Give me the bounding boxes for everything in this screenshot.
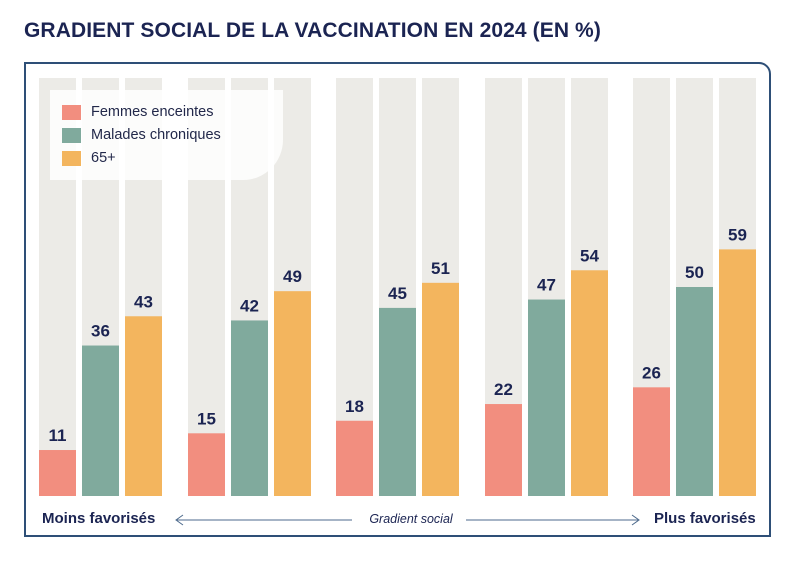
bar-1-2 <box>379 307 416 496</box>
chart-title: GRADIENT SOCIAL DE LA VACCINATION EN 202… <box>24 19 601 42</box>
bar-1-1 <box>231 320 268 496</box>
data-label-0-1: 15 <box>197 409 216 428</box>
data-label-1-3: 47 <box>537 276 556 295</box>
bar-2-0 <box>125 316 162 496</box>
bar-1-4 <box>676 287 713 496</box>
legend-swatch-malades-chroniques <box>62 127 81 143</box>
bar-2-1 <box>274 291 311 496</box>
bar-0-3 <box>485 404 522 496</box>
bar-0-1 <box>188 433 225 496</box>
bar-0-4 <box>633 387 670 496</box>
data-label-2-1: 49 <box>283 267 302 286</box>
data-label-0-3: 22 <box>494 380 513 399</box>
data-label-2-3: 54 <box>580 246 599 265</box>
data-label-1-0: 36 <box>91 322 110 341</box>
legend-swatch-femmes-enceintes <box>62 104 81 120</box>
bar-0-2 <box>336 420 373 496</box>
bar-2-2 <box>422 282 459 496</box>
bar-2-3 <box>571 270 608 496</box>
legend-item-malades-chroniques: Malades chroniques <box>62 127 221 143</box>
legend-swatch-65-plus <box>62 150 81 166</box>
bar-0-0 <box>39 450 76 496</box>
bar-1-0 <box>82 345 119 496</box>
bar-2-4 <box>719 249 756 496</box>
data-label-2-2: 51 <box>431 259 450 278</box>
data-label-1-4: 50 <box>685 263 704 282</box>
bar-1-3 <box>528 299 565 496</box>
legend: Femmes enceintes Malades chroniques 65+ <box>50 90 283 180</box>
data-label-0-0: 11 <box>49 426 67 445</box>
legend-item-65-plus: 65+ <box>62 150 116 166</box>
axis-left-label: Moins favorisés <box>42 510 156 527</box>
legend-label-femmes-enceintes: Femmes enceintes <box>91 104 214 120</box>
arrow-left-icon <box>175 514 184 526</box>
arrow-right-icon <box>631 514 640 526</box>
data-label-0-2: 18 <box>345 397 364 416</box>
data-label-1-2: 45 <box>388 284 407 303</box>
data-label-1-1: 42 <box>240 296 259 315</box>
chart-frame <box>24 62 771 537</box>
data-label-2-0: 43 <box>134 292 153 311</box>
gradient-social-label: Gradient social <box>369 512 453 526</box>
data-label-0-4: 26 <box>642 363 661 382</box>
data-label-2-4: 59 <box>728 225 747 244</box>
legend-label-malades-chroniques: Malades chroniques <box>91 127 221 143</box>
axis-right-label: Plus favorisés <box>654 510 756 527</box>
legend-item-femmes-enceintes: Femmes enceintes <box>62 104 214 120</box>
legend-label-65-plus: 65+ <box>91 150 116 166</box>
